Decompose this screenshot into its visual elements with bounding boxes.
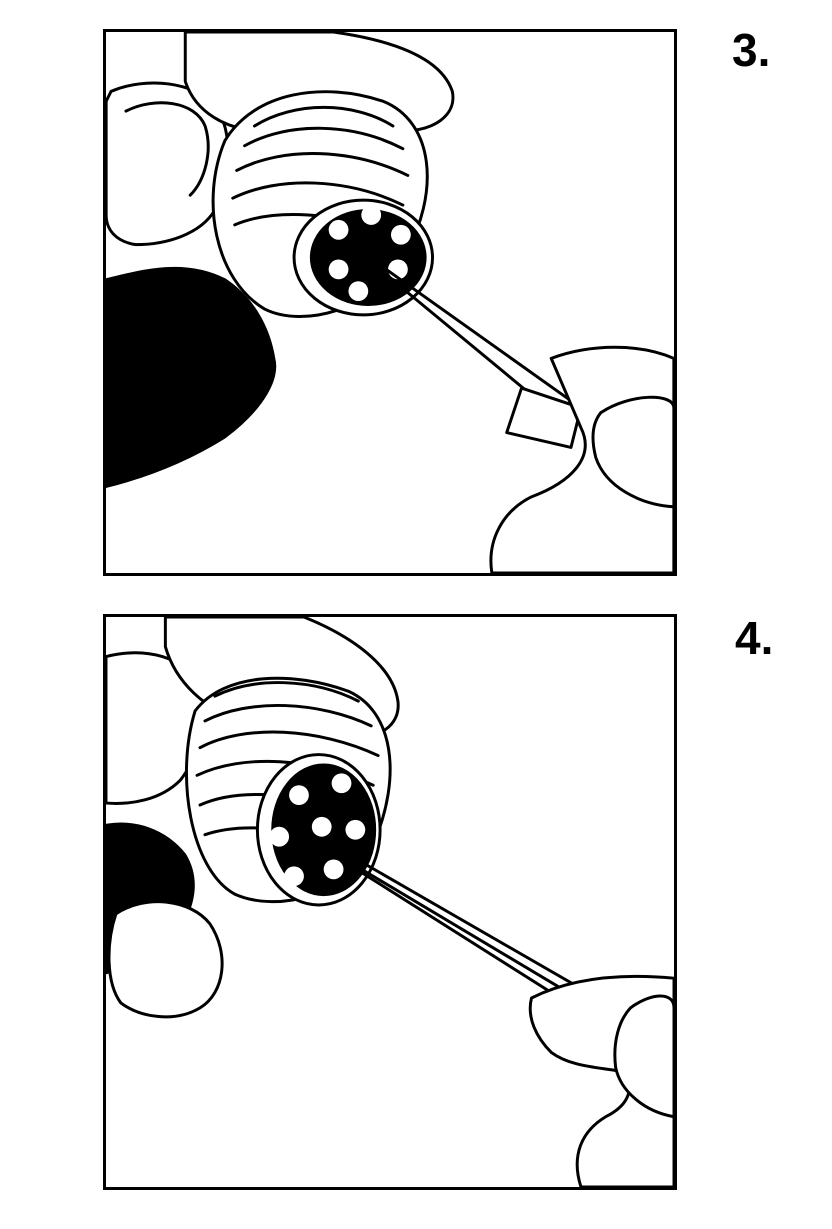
head-hole: [284, 866, 304, 887]
head-hole: [345, 819, 366, 840]
head-hole: [311, 816, 332, 837]
thumb-right: [591, 395, 674, 509]
step-3-illustration: [106, 32, 674, 573]
head-hole: [390, 224, 411, 245]
step-4-illustration-panel: [103, 614, 677, 1190]
head-hole: [361, 205, 382, 225]
head-hole: [323, 859, 344, 880]
head-hole: [328, 259, 349, 280]
head-hole: [289, 785, 309, 806]
head-hole: [348, 281, 369, 302]
step-3-illustration-panel: [103, 29, 677, 576]
lower-finger: [107, 900, 224, 1019]
shadow-region: [106, 266, 277, 489]
step-4-illustration: [106, 617, 674, 1187]
thumb-right: [613, 994, 674, 1119]
head-hole: [269, 826, 290, 847]
head-hole: [331, 773, 352, 794]
step-3-number: 3.: [732, 24, 771, 76]
step-4-number: 4.: [735, 612, 774, 664]
head-hole: [328, 219, 349, 240]
fingernail-outline: [124, 101, 210, 197]
handpiece-head: [255, 753, 382, 907]
tweezers: [356, 248, 583, 449]
